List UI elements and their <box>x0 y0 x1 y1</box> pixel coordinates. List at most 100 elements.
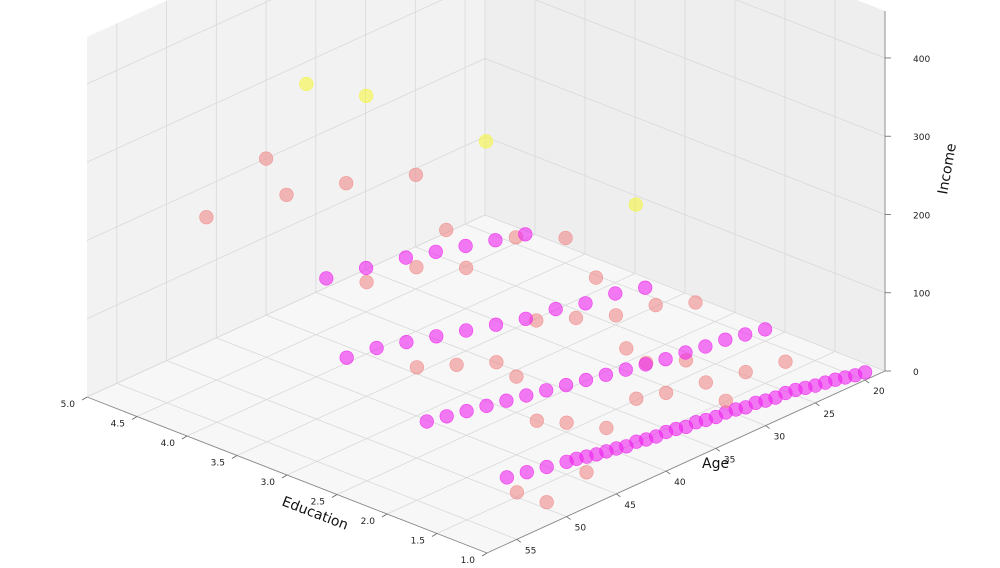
x-tick-label: 1.5 <box>411 537 425 547</box>
grid-line-z <box>86 0 443 163</box>
scatter-point <box>299 76 314 92</box>
scatter-point <box>539 459 554 475</box>
scatter-point <box>598 367 614 382</box>
scatter-point <box>409 360 425 375</box>
grid-line-x <box>236 273 636 456</box>
x-tick-mark <box>281 474 288 479</box>
scatter-point <box>608 308 624 323</box>
data-points <box>199 76 873 510</box>
scatter-point <box>629 391 644 406</box>
scatter-point <box>539 495 554 510</box>
grid-line-z <box>86 214 486 398</box>
x-tick-label: 1.0 <box>461 556 476 566</box>
scatter-point <box>619 341 634 356</box>
x-tick-label: 3.5 <box>211 459 225 469</box>
scatter-point <box>778 354 793 369</box>
grid-line-z <box>484 214 886 372</box>
y-tick-label: 20 <box>873 387 885 397</box>
y-tick-mark <box>516 539 522 543</box>
scatter-point <box>558 378 574 393</box>
grid-line-y <box>365 269 766 426</box>
scatter-point <box>559 415 574 430</box>
x-tick-label: 3.0 <box>261 478 276 488</box>
scatter-point <box>409 260 424 275</box>
y-tick-label: 40 <box>674 478 686 488</box>
axis-panes <box>87 0 885 553</box>
scatter-point <box>519 465 534 480</box>
scatter-point <box>428 244 443 259</box>
x-tick-label: 2.0 <box>361 517 376 527</box>
y-tick-mark <box>616 493 621 498</box>
x-tick-label: 2.5 <box>311 498 325 508</box>
scatter-point <box>738 365 753 380</box>
scatter-point <box>678 345 693 360</box>
scatter-point <box>319 271 334 286</box>
x-tick-mark <box>431 533 438 537</box>
scatter-point <box>628 197 643 212</box>
x-tick-mark <box>481 552 488 557</box>
x-tick-label: 4.0 <box>161 439 176 449</box>
scatter-point <box>478 134 494 149</box>
scatter-point <box>608 286 623 301</box>
y-axis-line <box>486 370 886 554</box>
scatter-point <box>359 275 374 290</box>
scatter-point <box>488 233 503 248</box>
scatter-point <box>558 230 573 246</box>
y-tick-label: 25 <box>823 410 834 420</box>
scatter-point <box>618 362 633 377</box>
grid-line-x <box>186 253 586 437</box>
scatter-point <box>429 329 444 344</box>
scatter-point <box>369 340 384 356</box>
scatter-point <box>509 485 525 500</box>
grid-line-z <box>735 0 886 59</box>
z-tick-label: 400 <box>913 55 930 65</box>
scatter-point <box>658 385 674 400</box>
scatter-point <box>439 222 454 238</box>
scatter-point <box>518 227 533 242</box>
scatter-point <box>638 357 653 372</box>
grid-line-x <box>336 312 736 495</box>
scatter-point <box>578 296 593 311</box>
grid-line-y <box>265 314 667 472</box>
scatter-point <box>579 465 594 480</box>
grid-line-z <box>86 58 486 241</box>
y-tick-label: 30 <box>774 433 786 443</box>
grid-line-y <box>116 382 517 540</box>
scatter-point <box>459 323 474 338</box>
scatter-point <box>489 355 504 370</box>
grid-line-z <box>484 136 886 294</box>
x-tick-label: 5.0 <box>61 400 76 410</box>
scatter-point <box>359 88 374 103</box>
scatter-point <box>599 420 614 436</box>
x-tick-mark <box>381 513 388 518</box>
scatter-point <box>449 357 464 372</box>
x-tick-mark <box>181 435 188 440</box>
scatter-point <box>718 393 733 408</box>
scatter-point <box>519 388 534 403</box>
grid-line-z <box>86 0 272 85</box>
scatter-point <box>459 404 474 419</box>
scatter-point <box>738 327 753 342</box>
scatter-point <box>458 238 473 254</box>
x-tick-mark <box>131 416 138 420</box>
z-tick-label: 100 <box>913 290 930 300</box>
scatter-point <box>419 414 434 429</box>
x-tick-mark <box>331 494 338 498</box>
grid-line-z <box>534 0 886 137</box>
grid-line-y <box>166 360 567 517</box>
scatter-point <box>857 365 873 380</box>
y-tick-mark <box>765 425 770 429</box>
scatter-point <box>399 335 414 350</box>
scatter-point <box>339 176 354 191</box>
scatter-point <box>488 317 504 332</box>
y-tick-label: 35 <box>724 455 735 465</box>
scatter-point <box>648 298 663 313</box>
y-tick-mark <box>715 448 721 452</box>
scatter-point <box>698 375 714 390</box>
scatter-point <box>408 167 424 182</box>
scatter-point <box>718 332 733 347</box>
scatter-point <box>339 350 354 365</box>
y-axis-label: Age <box>702 456 729 472</box>
